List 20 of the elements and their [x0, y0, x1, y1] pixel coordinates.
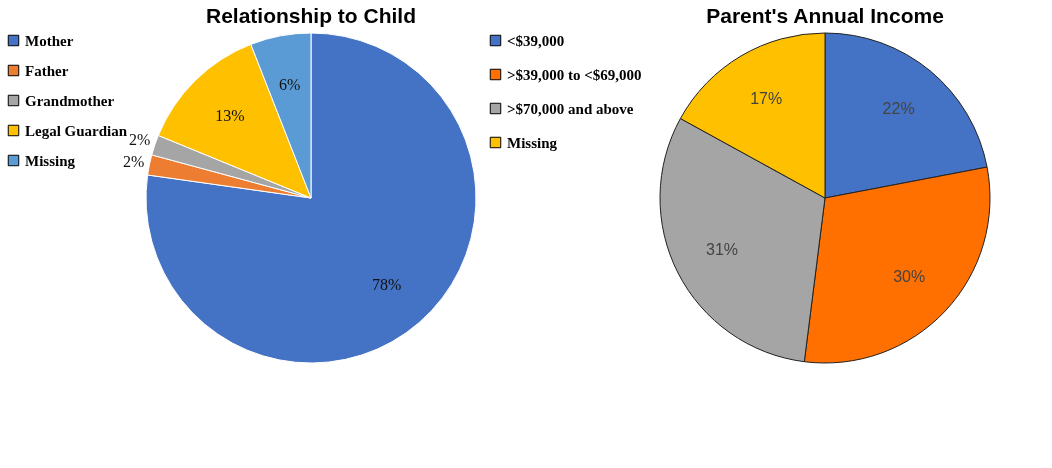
- legend-label: Father: [25, 62, 69, 79]
- data-label: 2%: [123, 152, 145, 170]
- data-label: 17%: [750, 89, 783, 107]
- legend-label: <$39,000: [507, 32, 565, 49]
- legend-label: >$39,000 to <$69,000: [507, 66, 642, 83]
- data-label: 22%: [882, 100, 915, 118]
- data-label: 30%: [893, 268, 926, 286]
- legend-label: >$70,000 and above: [507, 100, 634, 117]
- data-label: 31%: [706, 241, 739, 259]
- legend-label: Missing: [507, 134, 558, 151]
- legend-label: Legal Guardian: [25, 122, 128, 139]
- legend-label: Mother: [25, 32, 74, 49]
- data-label: 2%: [128, 130, 151, 148]
- data-label: 13%: [215, 106, 245, 124]
- legend-label: Grandmother: [25, 92, 115, 109]
- data-label: 6%: [278, 75, 301, 93]
- chart-title: Parent's Annual Income: [706, 4, 944, 27]
- legend-label: Missing: [25, 152, 76, 169]
- chart-title: Relationship to Child: [206, 4, 416, 27]
- data-label: 78%: [372, 276, 402, 294]
